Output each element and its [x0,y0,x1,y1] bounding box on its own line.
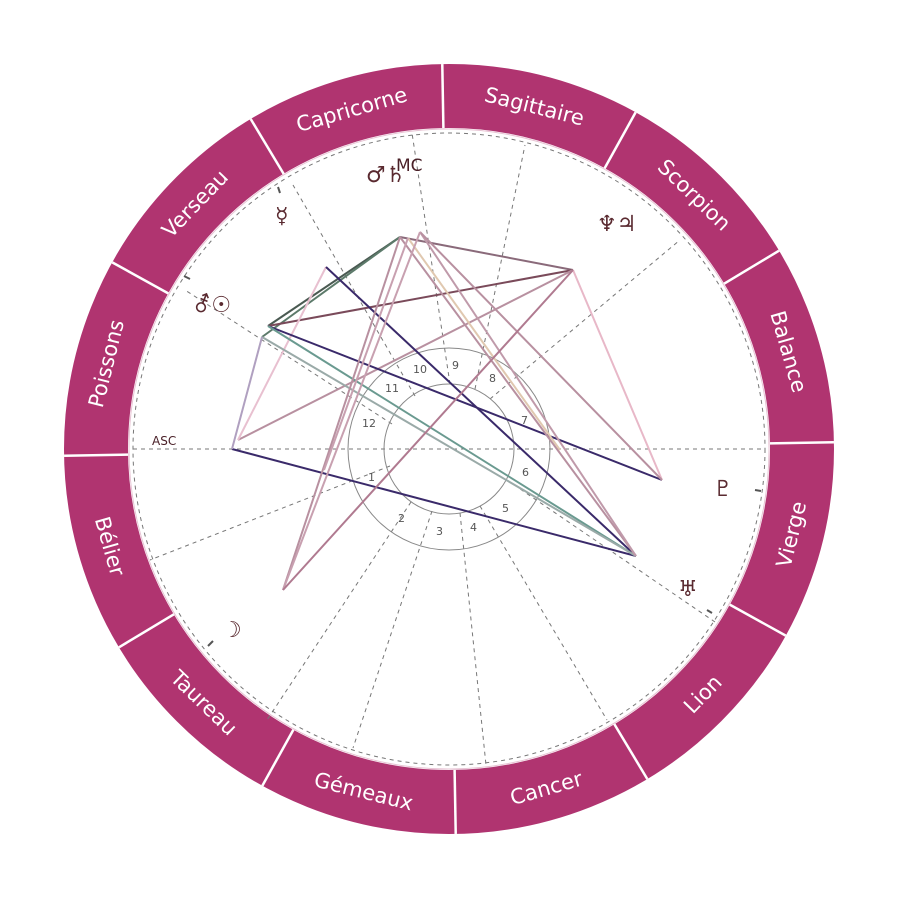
aspect-line [419,231,637,557]
ascendant-label: ASC [152,434,176,448]
sign-divider [441,64,445,129]
aspect-line [267,269,574,327]
house-number-2: 2 [398,512,405,525]
house-cusp-2 [266,501,412,721]
mercury-icon: ☿ [275,204,289,229]
aspect-line [419,231,663,481]
house-ring-inner [383,383,515,515]
aspect-line [282,269,574,591]
sign-divider [64,453,129,457]
house-cusp-ic [459,512,487,766]
zodiac-ring-band [64,64,834,834]
sign-divider [613,723,649,780]
house-number-6: 6 [522,466,529,479]
sign-dividers [64,64,834,834]
house-number-11: 11 [385,382,399,395]
moon-icon: ☽ [222,618,242,643]
aspect-line [407,237,561,451]
zodiac-ring: SagittaireScorpionBalanceViergeLionCance… [64,64,834,834]
tick-mark [277,186,281,194]
house-number-12: 12 [362,417,376,430]
aspect-line [261,236,401,338]
house-cusp-6 [506,479,716,623]
pluto-icon: ♇ [713,477,733,502]
aspect-line [261,336,637,557]
house-number-1: 1 [368,471,375,484]
house-number-4: 4 [470,521,477,534]
planet-ticks [183,186,762,647]
sign-divider [261,729,295,787]
tick-mark [207,640,214,647]
aspect-lines [231,231,663,591]
sign-divider [111,261,169,295]
house-numbers: 1 2 3 4 5 6 7 8 9 10 11 12 [362,359,529,538]
house-number-10: 10 [413,363,427,376]
aspect-line [399,236,637,557]
house-number-7: 7 [521,414,528,427]
aspect-line [282,231,421,591]
aspect-line [572,269,663,481]
uranus-icon: ♅ [678,577,698,602]
neptune-jupiter-icon: ♆♃ [597,212,636,237]
aspect-line [231,448,637,557]
sign-divider [723,249,780,285]
aspect-line [399,236,574,271]
aspect-line [267,325,663,481]
aspect-line [323,237,409,471]
mars-saturn-icon: ♂♄ [366,163,405,188]
sign-divider [729,603,787,637]
planet-glyphs: ♂♄ ☿ ⚦☉ ♆♃ ♇ ♅ ☽ [193,163,733,643]
aspect-line [267,325,637,557]
house-number-8: 8 [489,372,496,385]
aspect-line [237,269,574,441]
aspect-line [231,336,263,450]
sign-divider [769,441,834,445]
aspect-line [282,236,401,591]
house-number-3: 3 [436,525,443,538]
aspect-line [237,266,327,441]
house-cusp-12 [184,289,393,425]
venus-sun-icon: ⚦☉ [193,292,231,318]
house-cusp-5 [479,505,608,721]
tick-mark [706,609,713,614]
tick-mark [754,489,762,492]
sign-divider [603,111,637,169]
house-cusp-1 [149,465,391,561]
tick-mark [183,275,191,280]
sign-divider [453,769,457,834]
house-ring-outer [347,347,551,551]
midheaven-label: MC [396,156,423,176]
house-cusp-3 [352,510,433,749]
house-cusp-mc [411,132,451,385]
sign-divider [118,613,175,649]
house-number-5: 5 [502,502,509,515]
aspect-line [325,266,637,557]
house-cusp-8 [489,239,681,400]
sign-divider [249,118,285,175]
house-number-9: 9 [452,359,459,372]
